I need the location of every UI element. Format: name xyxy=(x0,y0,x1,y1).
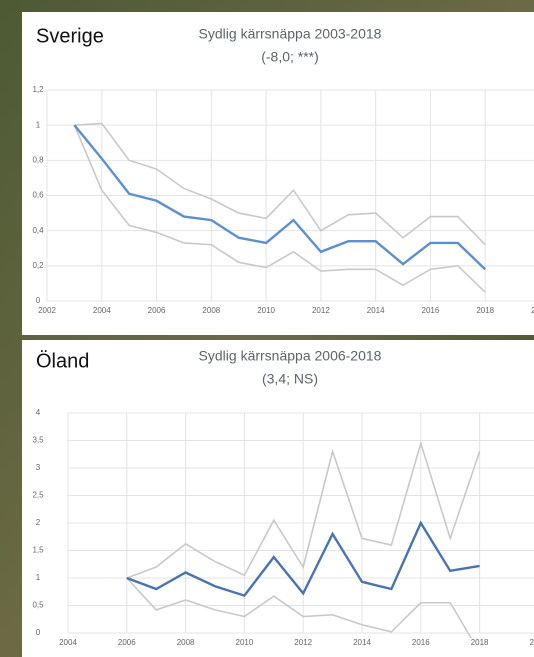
chart-subtitle: (-8,0; ***) xyxy=(261,49,319,65)
x-tick-label: 2010 xyxy=(236,638,254,647)
y-tick-label: 3,5 xyxy=(32,436,44,445)
y-tick-label: 0,2 xyxy=(32,261,44,270)
y-tick-label: 4 xyxy=(36,408,41,417)
chart-title: Sydlig kärrsnäppa 2006-2018 xyxy=(199,348,382,364)
y-tick-label: 0 xyxy=(36,296,41,305)
x-tick-label: 2008 xyxy=(177,638,195,647)
y-tick-label: 3 xyxy=(36,463,41,472)
x-tick-label: 2014 xyxy=(353,638,371,647)
panel xyxy=(22,340,534,657)
x-tick-label: 2002 xyxy=(38,306,56,315)
x-tick-label: 2020 xyxy=(530,638,534,647)
y-tick-label: 0,8 xyxy=(32,155,44,164)
x-tick-label: 2006 xyxy=(118,638,136,647)
y-tick-label: 0,5 xyxy=(32,601,44,610)
y-tick-label: 1 xyxy=(36,120,41,129)
x-tick-label: 2018 xyxy=(471,638,489,647)
x-tick-label: 2012 xyxy=(294,638,312,647)
chart-subtitle: (3,4; NS) xyxy=(262,371,318,387)
y-tick-label: 0 xyxy=(36,628,41,637)
x-tick-label: 2016 xyxy=(412,638,430,647)
x-tick-label: 2004 xyxy=(93,306,111,315)
y-tick-label: 1,2 xyxy=(32,85,44,94)
chart: Sverige Sydlig kärrsnäppa 2003-2018 (-8,0;… xyxy=(0,0,534,657)
panel-label: Sverige xyxy=(36,25,104,47)
y-tick-label: 0,6 xyxy=(32,191,44,200)
x-tick-label: 2014 xyxy=(367,306,385,315)
y-tick-label: 0,4 xyxy=(32,226,44,235)
y-tick-label: 2,5 xyxy=(32,491,44,500)
x-tick-label: 2010 xyxy=(257,306,275,315)
x-tick-label: 2012 xyxy=(312,306,330,315)
x-tick-label: 2006 xyxy=(148,306,166,315)
panel-label: Öland xyxy=(36,350,89,372)
chart-title: Sydlig kärrsnäppa 2003-2018 xyxy=(199,26,382,42)
x-tick-label: 2004 xyxy=(59,638,77,647)
y-tick-label: 1 xyxy=(36,573,41,582)
x-tick-label: 2008 xyxy=(202,306,220,315)
y-tick-label: 2 xyxy=(36,518,41,527)
x-tick-label: 2018 xyxy=(476,306,494,315)
y-tick-label: 1,5 xyxy=(32,546,44,555)
x-tick-label: 2016 xyxy=(422,306,440,315)
